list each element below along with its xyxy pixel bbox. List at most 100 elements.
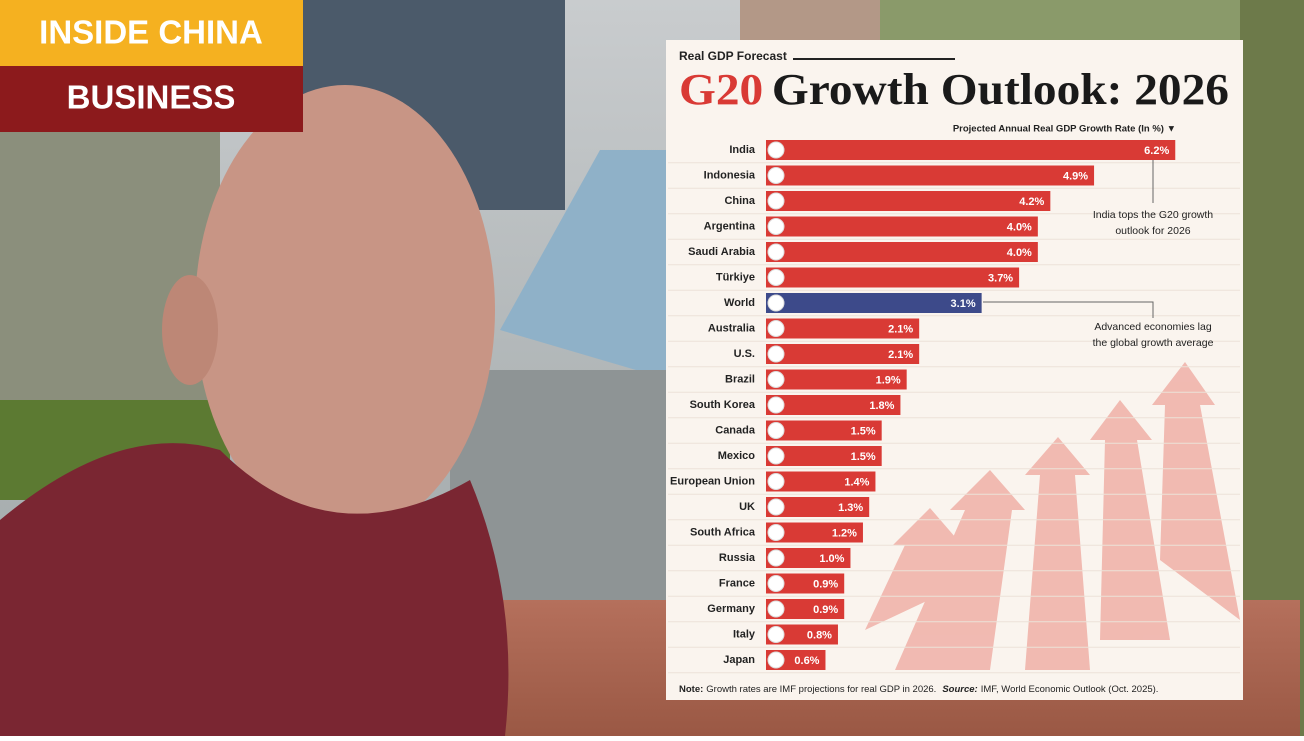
category-label: Mexico	[718, 450, 756, 462]
flag	[767, 167, 785, 184]
flag	[767, 396, 785, 414]
note: Growth rates are IMF projections for rea…	[706, 684, 936, 695]
bar	[766, 216, 1038, 237]
flag	[767, 422, 785, 439]
value-label: 2.1%	[888, 323, 913, 335]
badge-bottom	[0, 66, 303, 132]
flag	[767, 524, 785, 541]
badge-line1: INSIDE CHINA	[39, 14, 263, 51]
annotation-leader	[983, 301, 1154, 318]
bar	[766, 293, 982, 313]
title-main: Growth Outlook: 2026	[772, 65, 1229, 114]
value-label: 1.9%	[876, 374, 901, 386]
bar	[766, 522, 863, 543]
value-label: 1.5%	[851, 425, 876, 437]
category-label: Brazil	[725, 373, 755, 385]
bar	[766, 471, 876, 492]
value-label: 3.1%	[951, 298, 976, 310]
value-label: 6.2%	[1144, 145, 1169, 157]
bar	[766, 191, 1051, 211]
axis-label: Projected Annual Real GDP Growth Rate (I…	[953, 124, 1176, 135]
badge-line2: BUSINESS	[67, 79, 236, 116]
bar	[766, 395, 901, 415]
flag	[767, 473, 785, 490]
bar	[766, 165, 1095, 186]
flag	[767, 294, 785, 312]
category-label: World	[724, 297, 755, 309]
flag	[767, 269, 785, 286]
flag	[767, 447, 785, 465]
source: IMF, World Economic Outlook (Oct. 2025).	[981, 684, 1159, 695]
bar	[766, 420, 882, 441]
category-label: Italy	[733, 628, 756, 640]
category-label: South Korea	[690, 399, 756, 411]
value-label: 2.1%	[888, 349, 913, 361]
category-label: China	[724, 195, 755, 207]
category-label: South Africa	[690, 526, 756, 538]
bars: India 6.2% Indonesia 4.9% China 4.2% Argentina…	[668, 140, 1240, 674]
annotation: the global growth average	[1093, 337, 1214, 349]
flag	[767, 243, 785, 261]
category-label: Australia	[708, 322, 756, 334]
source-label: Source:	[942, 684, 977, 695]
category-label: Japan	[723, 654, 755, 666]
flag	[767, 320, 785, 337]
value-label: 4.9%	[1063, 170, 1088, 182]
bar	[766, 140, 1176, 160]
bar	[766, 599, 845, 619]
value-label: 1.0%	[819, 553, 844, 565]
flag	[767, 549, 785, 567]
category-label: Argentina	[704, 220, 756, 232]
value-label: 1.5%	[851, 451, 876, 463]
annotation: India tops the G20 growth	[1093, 209, 1213, 221]
category-label: Türkiye	[716, 271, 755, 283]
value-label: 3.7%	[988, 272, 1013, 284]
category-label: Russia	[719, 552, 756, 564]
flag	[767, 345, 785, 363]
value-label: 0.6%	[794, 655, 819, 667]
bar	[766, 548, 851, 568]
category-label: European Union	[670, 475, 755, 487]
chart-title: G20 Growth Outlook: 2026	[679, 65, 1229, 114]
bar	[766, 267, 1020, 288]
flag	[767, 141, 785, 159]
category-label: U.S.	[734, 348, 755, 360]
kicker: Real GDP Forecast	[679, 49, 787, 63]
value-label: 0.8%	[807, 629, 832, 641]
category-label: UK	[739, 501, 755, 513]
annotation: Advanced economies lag	[1094, 321, 1211, 333]
bar	[766, 344, 920, 364]
category-label: Germany	[707, 603, 756, 615]
value-label: 4.2%	[1019, 196, 1044, 208]
value-label: 4.0%	[1007, 221, 1032, 233]
footnote: Note: Growth rates are IMF projections fo…	[679, 684, 1158, 695]
value-label: 1.4%	[844, 476, 869, 488]
flag	[767, 600, 785, 618]
flag	[767, 498, 785, 516]
category-label: Indonesia	[704, 169, 756, 181]
value-label: 1.3%	[838, 502, 863, 514]
flag	[767, 192, 785, 210]
value-label: 1.2%	[832, 527, 857, 539]
bar	[766, 369, 907, 390]
flag	[767, 626, 785, 643]
badge-top	[0, 0, 303, 66]
category-label: Canada	[715, 424, 756, 436]
bar	[766, 318, 920, 339]
annotation: outlook for 2026	[1115, 225, 1190, 237]
category-label: Saudi Arabia	[688, 246, 756, 258]
value-label: 1.8%	[869, 400, 894, 412]
bar	[766, 446, 882, 466]
value-label: 0.9%	[813, 604, 838, 616]
category-label: India	[729, 144, 756, 156]
value-label: 0.9%	[813, 578, 838, 590]
flag	[767, 651, 785, 669]
flag	[767, 575, 785, 592]
bar	[766, 497, 870, 517]
bar	[766, 242, 1038, 262]
flag	[767, 371, 785, 388]
title-highlight: G20	[679, 65, 763, 114]
note-label: Note:	[679, 684, 703, 695]
bar	[766, 573, 845, 594]
